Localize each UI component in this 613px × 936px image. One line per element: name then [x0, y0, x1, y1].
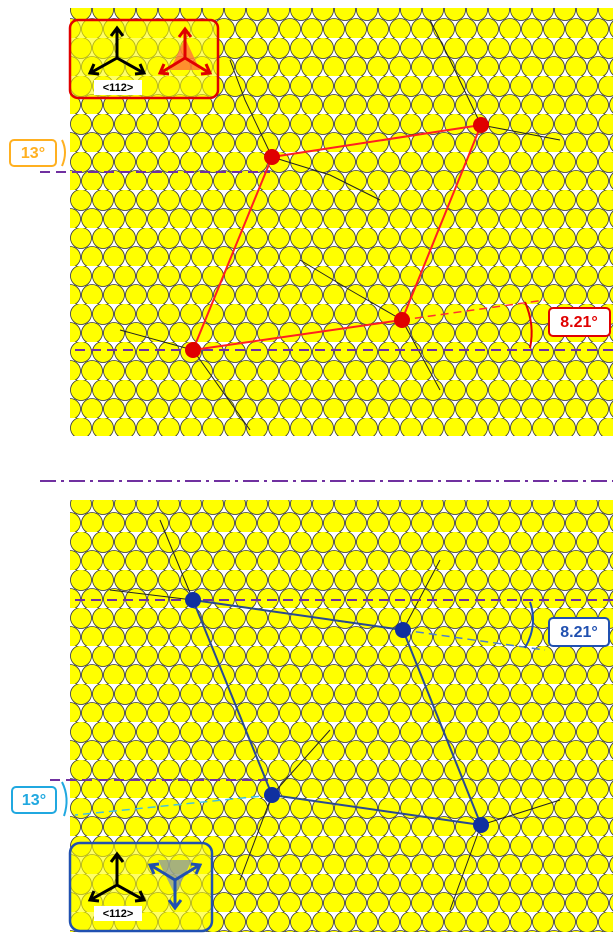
axes-icon	[87, 25, 147, 76]
node	[185, 117, 489, 358]
mismatch-angle: 8.21°	[560, 314, 598, 331]
angle-box	[548, 307, 611, 337]
node	[185, 592, 489, 833]
angle-box	[9, 139, 57, 167]
rotation-angle: 13°	[22, 792, 46, 809]
inset	[68, 18, 220, 100]
angle-arc	[524, 601, 535, 649]
angle-line	[402, 629, 546, 651]
angle-line	[401, 299, 546, 321]
axes-icon	[87, 851, 147, 903]
direction-label: <112>	[103, 908, 134, 920]
rotation-angle: 13°	[21, 145, 45, 162]
label-bg	[94, 80, 142, 95]
angle-line	[74, 794, 273, 816]
symmetry-icon	[157, 26, 213, 76]
angle-arc	[524, 301, 533, 349]
label-bg	[94, 906, 142, 921]
mismatch-angle: 8.21°	[560, 624, 598, 641]
angle-box	[548, 617, 610, 647]
direction-label: <112>	[103, 82, 134, 94]
symmetry-icon	[147, 860, 203, 911]
molecule-network	[119, 19, 561, 431]
angle-arc	[61, 781, 68, 817]
angle-arc	[61, 139, 66, 167]
angle-box	[11, 786, 57, 814]
